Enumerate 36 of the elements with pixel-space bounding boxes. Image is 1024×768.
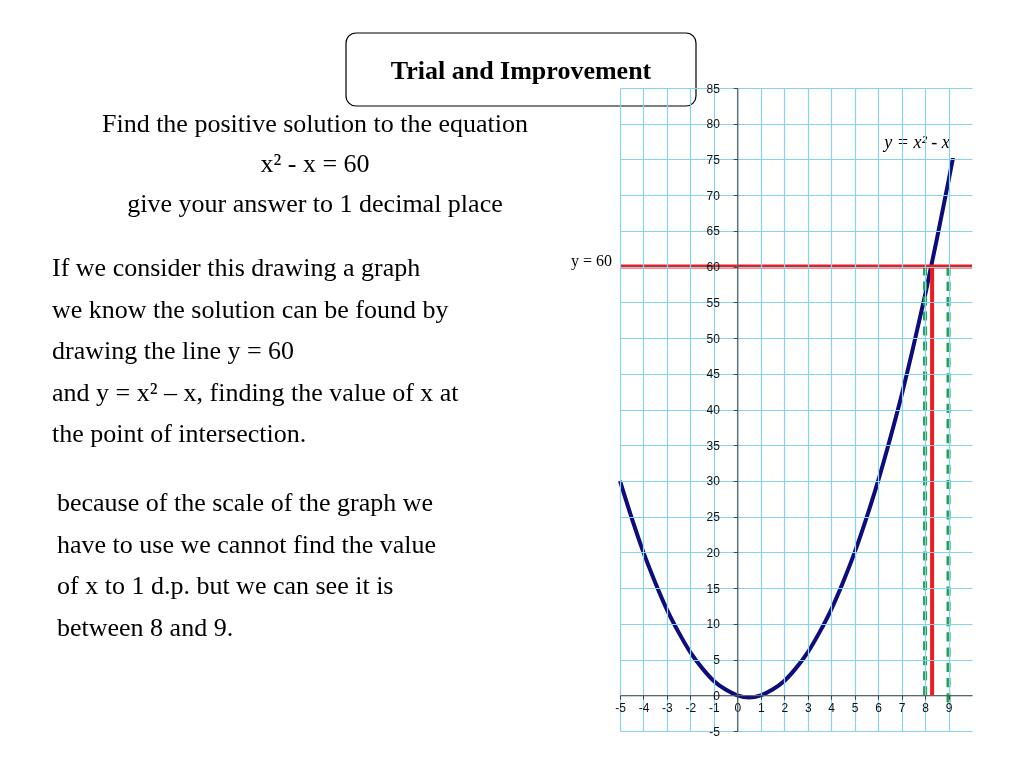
y-tick-label: 20 [706, 545, 721, 560]
y-tick-label: 35 [706, 438, 721, 453]
ref-line-label: y = 60 [570, 251, 612, 270]
x-tick-label: -2 [685, 700, 697, 715]
y-tick-label: 45 [706, 367, 721, 382]
y-tick-label: 25 [706, 510, 721, 525]
x-tick-label: 3 [804, 700, 812, 715]
y-tick-label: 10 [706, 617, 721, 632]
y-tick-label: 5 [713, 653, 721, 668]
x-tick-label: 6 [875, 700, 883, 715]
chart-title: Trial and Improvement [390, 56, 652, 85]
y-tick-label: 40 [706, 403, 721, 417]
x-tick-label: -4 [638, 700, 650, 715]
x-tick-label: 1 [757, 700, 765, 715]
x-tick-label: -3 [662, 700, 674, 715]
x-tick-label: 2 [781, 700, 789, 715]
x-tick-label: 9 [945, 700, 953, 715]
y-tick-label: 65 [706, 224, 721, 239]
y-tick-label: 55 [706, 295, 721, 310]
text: If we consider this drawing a graph we know the solution can be found by drawing the line y = 60 and y = x² – x, finding the value of x at the point of intersection. [52, 253, 460, 448]
y-tick-label: 80 [706, 117, 721, 132]
y-tick-label: -5 [709, 724, 721, 739]
text: because of the scale of the graph we have to use we cannot find the value of x to 1 d.p. but we can see it is between 8 and 9. [57, 488, 437, 642]
y-tick-label: 50 [706, 331, 721, 346]
x-tick-label: -1 [709, 700, 721, 715]
y-tick-label: 70 [706, 188, 721, 203]
x-tick-label: 4 [828, 700, 836, 715]
x-tick-label: -5 [615, 700, 627, 715]
y-tick-label: 30 [706, 474, 721, 489]
x-tick-label: 5 [851, 700, 859, 715]
y-tick-label: 15 [706, 581, 721, 596]
y-tick-label: 75 [706, 152, 721, 167]
x-tick-label: 7 [898, 700, 906, 715]
text: Find the positive solution to the equation x² - x = 60 give your answer to 1 decimal place [101, 109, 529, 218]
x-tick-label: 8 [922, 700, 930, 715]
y-tick-label: 85 [706, 81, 721, 96]
